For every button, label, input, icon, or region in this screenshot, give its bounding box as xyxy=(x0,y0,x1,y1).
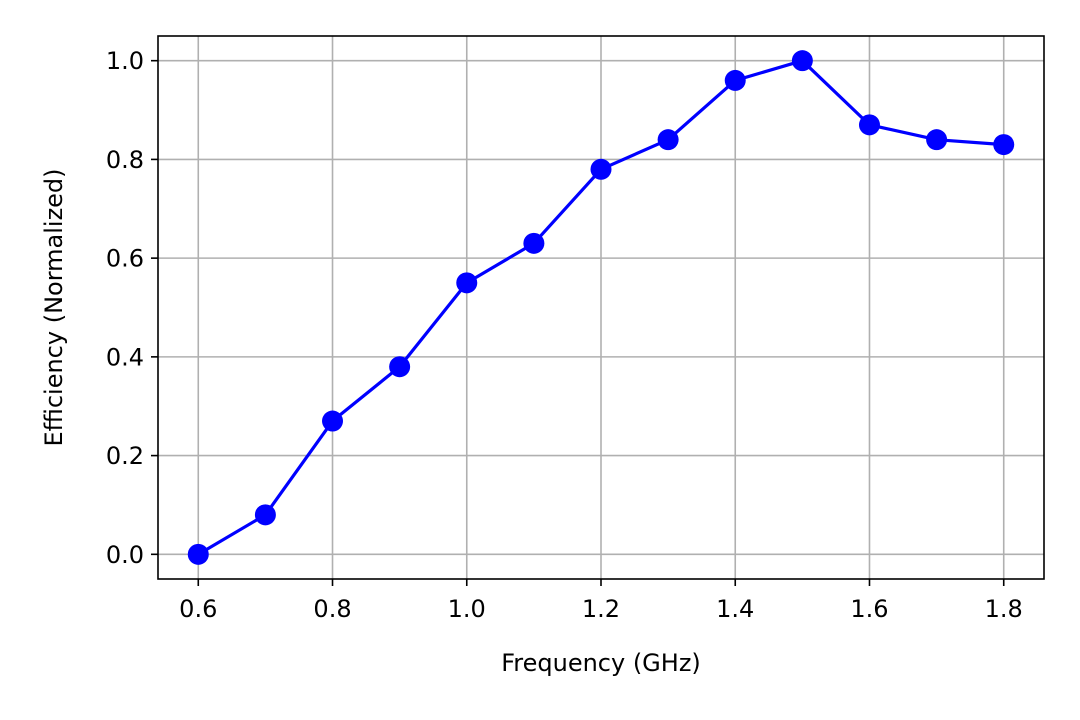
data-point xyxy=(523,232,545,254)
x-tick-label: 1.2 xyxy=(582,595,620,623)
data-point xyxy=(724,69,746,91)
y-tick-label: 0.4 xyxy=(106,343,144,371)
y-tick-label: 0.6 xyxy=(106,245,144,273)
x-tick-label: 0.8 xyxy=(313,595,351,623)
data-point xyxy=(187,543,209,565)
y-tick-label: 1.0 xyxy=(106,47,144,75)
data-point xyxy=(254,504,276,526)
data-point xyxy=(791,50,813,72)
x-tick-label: 1.4 xyxy=(716,595,754,623)
y-tick-label: 0.8 xyxy=(106,146,144,174)
data-point xyxy=(858,114,880,136)
data-point xyxy=(926,129,948,151)
x-tick-label: 1.8 xyxy=(985,595,1023,623)
y-tick-label: 0.2 xyxy=(106,442,144,470)
data-point xyxy=(657,129,679,151)
y-tick-label: 0.0 xyxy=(106,541,144,569)
data-point xyxy=(322,410,344,432)
x-tick-label: 1.0 xyxy=(448,595,486,623)
y-axis-label: Efficiency (Normalized) xyxy=(40,168,68,446)
x-axis-label: Frequency (GHz) xyxy=(501,649,701,677)
data-point xyxy=(590,158,612,180)
series-layer xyxy=(187,50,1015,565)
data-point xyxy=(456,272,478,294)
ticks: 0.6 0.8 1.0 1.2 1.4 1.6 1.8 0.0 0.2 0.4 0.6 0.8 1.0 xyxy=(106,47,1023,623)
grid xyxy=(158,36,1044,579)
data-point xyxy=(389,356,411,378)
x-tick-label: 0.6 xyxy=(179,595,217,623)
x-tick-label: 1.6 xyxy=(850,595,888,623)
data-point xyxy=(993,134,1015,156)
